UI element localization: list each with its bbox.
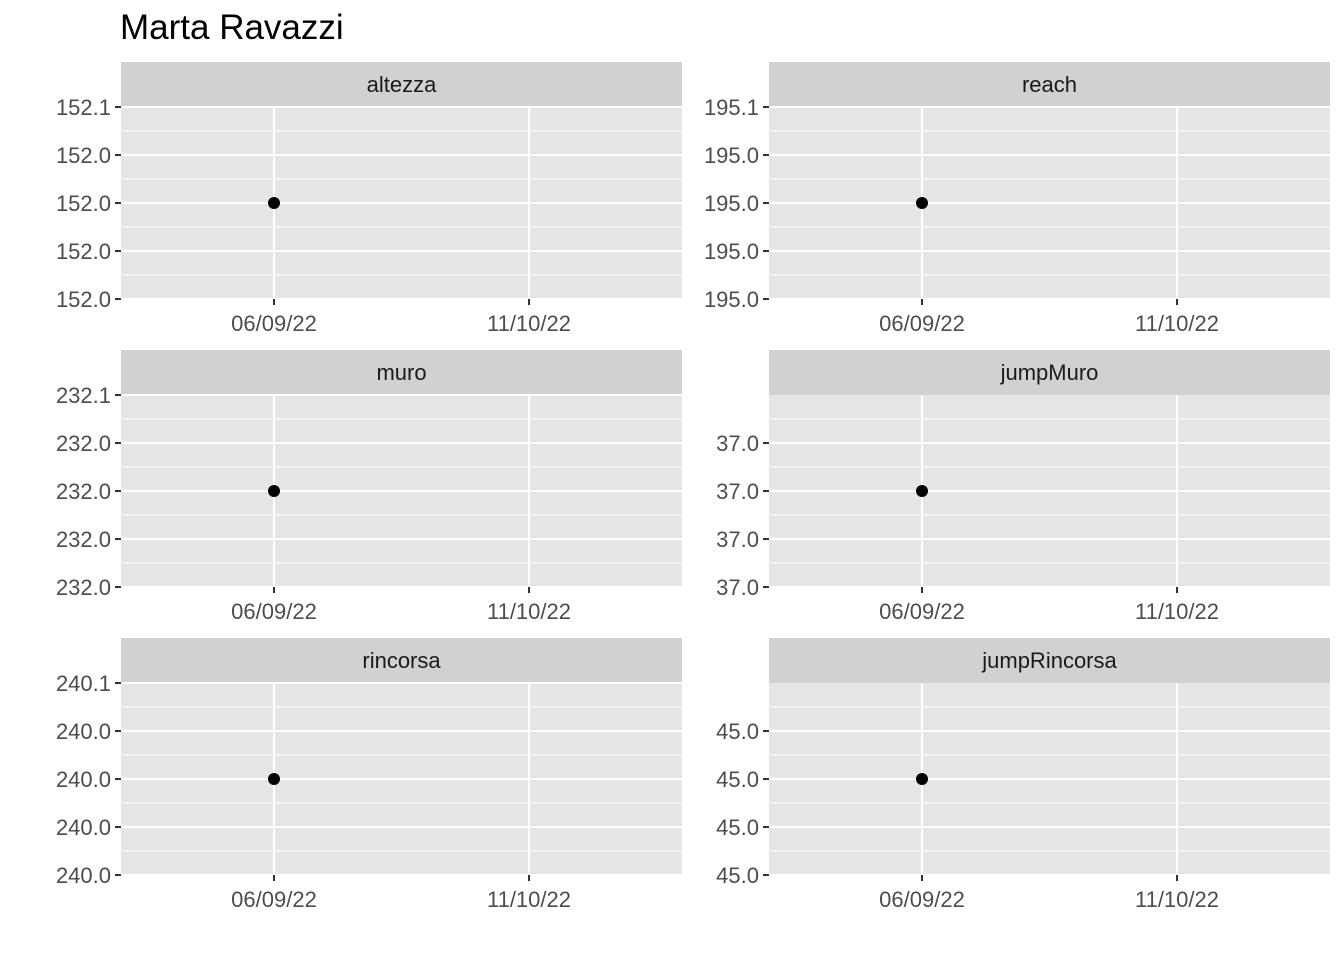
y-tick-label: 152.1 [56,95,111,120]
facet-strip [769,638,1330,683]
facet-panel-muro: muro 232.1 232.0 232.0 232.0 232.0 06/09/22 11/… [56,350,682,624]
y-tick-label: 152.0 [56,143,111,168]
y-tick-label: 37.0 [716,575,759,600]
y-tick-label: 240.0 [56,767,111,792]
facet-panel-altezza: altezza 152.1 152.0 152.0 152.0 152.0 06/09/22… [56,62,682,336]
data-point [268,197,280,209]
x-tick-label: 11/10/22 [487,887,571,912]
facet-panel-jumpRincorsa: jumpRincorsa 45.0 45.0 45.0 45.0 06/09/22 11/1… [716,638,1330,912]
y-tick-label: 195.0 [704,287,759,312]
data-point [268,485,280,497]
facet-strip-label: altezza [367,72,437,97]
y-tick-label: 232.0 [56,431,111,456]
y-tick-label: 240.0 [56,863,111,888]
facet-strip [121,350,682,395]
data-point [916,197,928,209]
facet-strip-label: reach [1022,72,1077,97]
x-tick-label: 06/09/22 [879,599,965,624]
y-tick-label: 37.0 [716,527,759,552]
facet-strip-label: jumpRincorsa [981,648,1117,673]
x-tick-label: 06/09/22 [231,887,317,912]
y-tick-label: 152.0 [56,191,111,216]
y-tick-label: 195.0 [704,239,759,264]
y-tick-label: 45.0 [716,863,759,888]
facet-strip-label: jumpMuro [1000,360,1099,385]
x-tick-label: 11/10/22 [1135,887,1219,912]
y-tick-label: 240.1 [56,671,111,696]
facet-strip [121,638,682,683]
facet-strip-label: rincorsa [362,648,441,673]
y-tick-label: 195.0 [704,191,759,216]
x-tick-label: 11/10/22 [487,599,571,624]
y-tick-label: 37.0 [716,431,759,456]
x-tick-label: 06/09/22 [879,887,965,912]
data-point [916,773,928,785]
data-point [916,485,928,497]
data-point [268,773,280,785]
y-tick-label: 195.0 [704,143,759,168]
facet-strip [121,62,682,107]
y-tick-label: 240.0 [56,815,111,840]
x-tick-label: 06/09/22 [231,311,317,336]
x-tick-label: 11/10/22 [1135,599,1219,624]
x-tick-label: 11/10/22 [1135,311,1219,336]
x-tick-label: 06/09/22 [231,599,317,624]
y-tick-label: 45.0 [716,719,759,744]
facet-strip [769,62,1330,107]
facet-strip-label: muro [376,360,426,385]
facet-panel-rincorsa: rincorsa 240.1 240.0 240.0 240.0 240.0 06/09/2… [56,638,682,912]
facet-strip [769,350,1330,395]
y-tick-label: 45.0 [716,815,759,840]
y-tick-label: 195.1 [704,95,759,120]
x-tick-label: 11/10/22 [487,311,571,336]
x-tick-label: 06/09/22 [879,311,965,336]
y-tick-label: 45.0 [716,767,759,792]
facet-panel-jumpMuro: jumpMuro 37.0 37.0 37.0 37.0 06/09/22 11/10/22 [716,350,1330,624]
y-tick-label: 232.1 [56,383,111,408]
facet-panel-reach: reach 195.1 195.0 195.0 195.0 195.0 06/09/22 11… [704,62,1330,336]
y-tick-label: 232.0 [56,527,111,552]
y-tick-label: 240.0 [56,719,111,744]
y-tick-label: 152.0 [56,239,111,264]
y-tick-label: 152.0 [56,287,111,312]
y-tick-label: 37.0 [716,479,759,504]
y-tick-label: 232.0 [56,575,111,600]
chart-title: Marta Ravazzi [120,8,344,47]
y-tick-label: 232.0 [56,479,111,504]
